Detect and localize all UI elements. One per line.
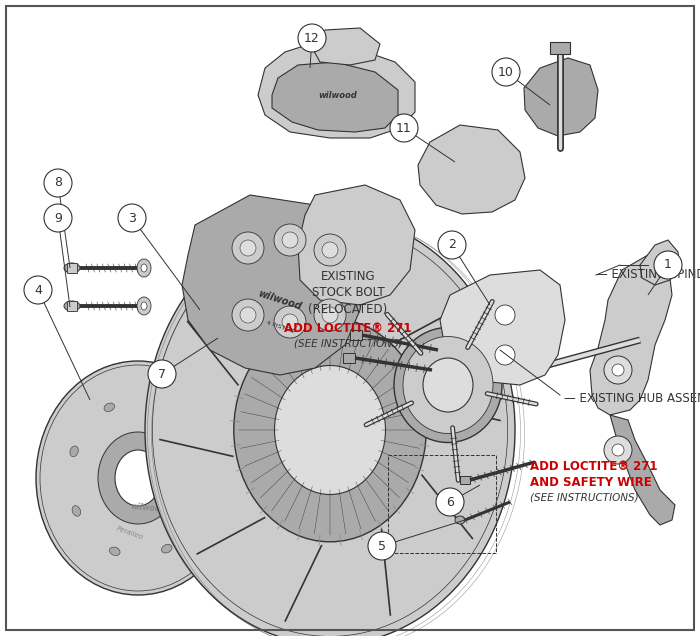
Polygon shape xyxy=(258,44,415,138)
Polygon shape xyxy=(310,28,380,65)
Circle shape xyxy=(612,364,624,376)
Bar xyxy=(388,455,496,553)
Polygon shape xyxy=(524,58,598,136)
Circle shape xyxy=(274,224,306,256)
Text: wilwood: wilwood xyxy=(257,288,303,312)
Text: 2: 2 xyxy=(448,238,456,251)
Circle shape xyxy=(390,114,418,142)
Polygon shape xyxy=(590,255,672,415)
Ellipse shape xyxy=(145,215,515,636)
Circle shape xyxy=(148,360,176,388)
Ellipse shape xyxy=(115,450,161,506)
Bar xyxy=(460,476,470,484)
Circle shape xyxy=(495,345,515,365)
Circle shape xyxy=(604,356,632,384)
Text: AND SAFETY WIRE: AND SAFETY WIRE xyxy=(530,476,652,489)
Polygon shape xyxy=(610,415,675,525)
Circle shape xyxy=(322,307,338,323)
Polygon shape xyxy=(640,240,680,285)
Circle shape xyxy=(438,231,466,259)
Bar xyxy=(350,330,362,340)
Ellipse shape xyxy=(70,446,78,457)
Circle shape xyxy=(118,204,146,232)
Text: ADD LOCTITE® 271: ADD LOCTITE® 271 xyxy=(284,322,412,335)
Circle shape xyxy=(298,24,326,52)
Text: 3: 3 xyxy=(128,212,136,225)
Polygon shape xyxy=(272,62,398,132)
Ellipse shape xyxy=(137,259,151,277)
Ellipse shape xyxy=(98,432,178,524)
Circle shape xyxy=(654,251,682,279)
Circle shape xyxy=(282,314,298,330)
Text: 11: 11 xyxy=(396,121,412,134)
Circle shape xyxy=(240,307,256,323)
Circle shape xyxy=(240,240,256,256)
Text: — EXISTING SPINDLE: — EXISTING SPINDLE xyxy=(596,268,700,282)
Bar xyxy=(343,353,355,363)
Ellipse shape xyxy=(156,401,167,409)
Ellipse shape xyxy=(423,358,473,412)
Ellipse shape xyxy=(394,328,502,443)
Text: 6: 6 xyxy=(446,495,454,509)
Text: 1: 1 xyxy=(664,258,672,272)
Ellipse shape xyxy=(72,506,80,516)
Circle shape xyxy=(282,232,298,248)
Bar xyxy=(550,42,570,54)
Circle shape xyxy=(492,58,520,86)
Ellipse shape xyxy=(137,297,151,315)
Bar xyxy=(67,263,77,273)
Text: 9: 9 xyxy=(54,212,62,225)
Ellipse shape xyxy=(455,516,465,524)
Circle shape xyxy=(44,169,72,197)
Ellipse shape xyxy=(141,302,147,310)
Text: 4: 4 xyxy=(34,284,42,296)
Circle shape xyxy=(612,444,624,456)
Polygon shape xyxy=(418,125,525,214)
Circle shape xyxy=(436,488,464,516)
Text: — EXISTING HUB ASSEMBLY: — EXISTING HUB ASSEMBLY xyxy=(564,392,700,404)
Circle shape xyxy=(314,234,346,266)
Text: wilwood: wilwood xyxy=(130,502,166,514)
Circle shape xyxy=(232,232,264,264)
Ellipse shape xyxy=(141,264,147,272)
Ellipse shape xyxy=(104,403,115,411)
Text: 7: 7 xyxy=(158,368,166,380)
Circle shape xyxy=(322,242,338,258)
Polygon shape xyxy=(440,270,565,385)
Text: EXISTING
STOCK BOLT
(RELOCATED): EXISTING STOCK BOLT (RELOCATED) xyxy=(309,270,388,316)
Text: 4 PISTON: 4 PISTON xyxy=(265,320,295,334)
Circle shape xyxy=(495,305,515,325)
Text: wilwood: wilwood xyxy=(318,90,358,99)
Ellipse shape xyxy=(197,499,206,510)
Text: ADD LOCTITE® 271: ADD LOCTITE® 271 xyxy=(530,460,657,473)
Text: (SEE INSTRUCTIONS): (SEE INSTRUCTIONS) xyxy=(530,492,638,502)
Ellipse shape xyxy=(162,544,172,553)
Bar xyxy=(67,301,77,311)
Text: (SEE INSTRUCTIONS): (SEE INSTRUCTIONS) xyxy=(294,338,402,348)
Text: 10: 10 xyxy=(498,66,514,78)
Ellipse shape xyxy=(274,366,386,495)
Circle shape xyxy=(44,204,72,232)
Text: Peralleo: Peralleo xyxy=(116,525,144,541)
Circle shape xyxy=(604,436,632,464)
Polygon shape xyxy=(182,195,365,375)
Text: 5: 5 xyxy=(378,539,386,553)
Circle shape xyxy=(24,276,52,304)
Ellipse shape xyxy=(234,318,426,542)
Circle shape xyxy=(274,306,306,338)
Polygon shape xyxy=(298,185,415,305)
Circle shape xyxy=(232,299,264,331)
Text: 12: 12 xyxy=(304,32,320,45)
Ellipse shape xyxy=(36,361,240,595)
Circle shape xyxy=(368,532,396,560)
Ellipse shape xyxy=(109,547,120,555)
Ellipse shape xyxy=(195,439,204,450)
Ellipse shape xyxy=(403,336,493,434)
Circle shape xyxy=(314,299,346,331)
Ellipse shape xyxy=(64,301,80,311)
Ellipse shape xyxy=(64,263,80,273)
Text: 8: 8 xyxy=(54,177,62,190)
